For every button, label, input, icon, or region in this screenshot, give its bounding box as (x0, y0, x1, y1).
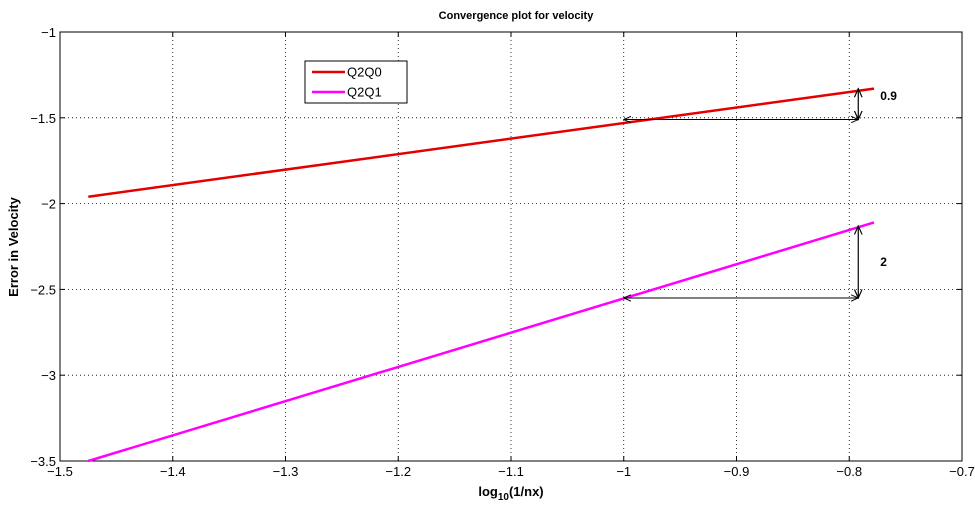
legend-label-q2q1: Q2Q1 (347, 85, 382, 100)
legend: Q2Q0 Q2Q1 (304, 60, 408, 104)
y-tick-label: −2 (41, 197, 56, 212)
x-tick-label: −0.9 (724, 464, 750, 479)
x-tick-label: −1.5 (47, 464, 73, 479)
x-tick-label: −1.3 (273, 464, 299, 479)
series-lines (87, 87, 875, 463)
slope-label: 0.9 (880, 89, 897, 103)
x-axis-label-base: log (478, 484, 498, 499)
slope-annotations: 0.92 (624, 89, 897, 298)
chart-title: Convergence plot for velocity (439, 10, 595, 22)
y-tick-label: −1.5 (30, 111, 56, 126)
y-axis-ticks: −1 −1.5 −2 −2.5 −3 −3.5 (30, 25, 962, 469)
series-line-q2q1 (87, 221, 875, 463)
x-tick-label: −1.4 (160, 464, 186, 479)
y-tick-label: −3 (41, 368, 56, 383)
x-tick-label: −0.8 (836, 464, 862, 479)
y-tick-label: −1 (41, 25, 56, 40)
x-tick-label: −1.2 (385, 464, 411, 479)
y-axis-label: Error in Velocity (6, 196, 21, 296)
legend-box (304, 60, 408, 104)
x-tick-label: −1 (616, 464, 631, 479)
x-tick-label: −0.7 (949, 464, 975, 479)
legend-label-q2q0: Q2Q0 (347, 65, 382, 80)
y-tick-label: −2.5 (30, 282, 56, 297)
x-tick-label: −1.1 (498, 464, 524, 479)
x-axis-label: log10(1/nx) (478, 484, 543, 503)
x-axis-label-rest: (1/nx) (509, 484, 544, 499)
series-line-q2q0 (88, 87, 875, 198)
x-axis-label-subscript: 10 (498, 492, 510, 503)
y-tick-label: −3.5 (30, 454, 56, 469)
x-axis-ticks: −1.5 −1.4 −1.3 −1.2 −1.1 −1 −0.9 −0.8 −0.7 (47, 32, 975, 479)
slope-label: 2 (880, 255, 887, 269)
